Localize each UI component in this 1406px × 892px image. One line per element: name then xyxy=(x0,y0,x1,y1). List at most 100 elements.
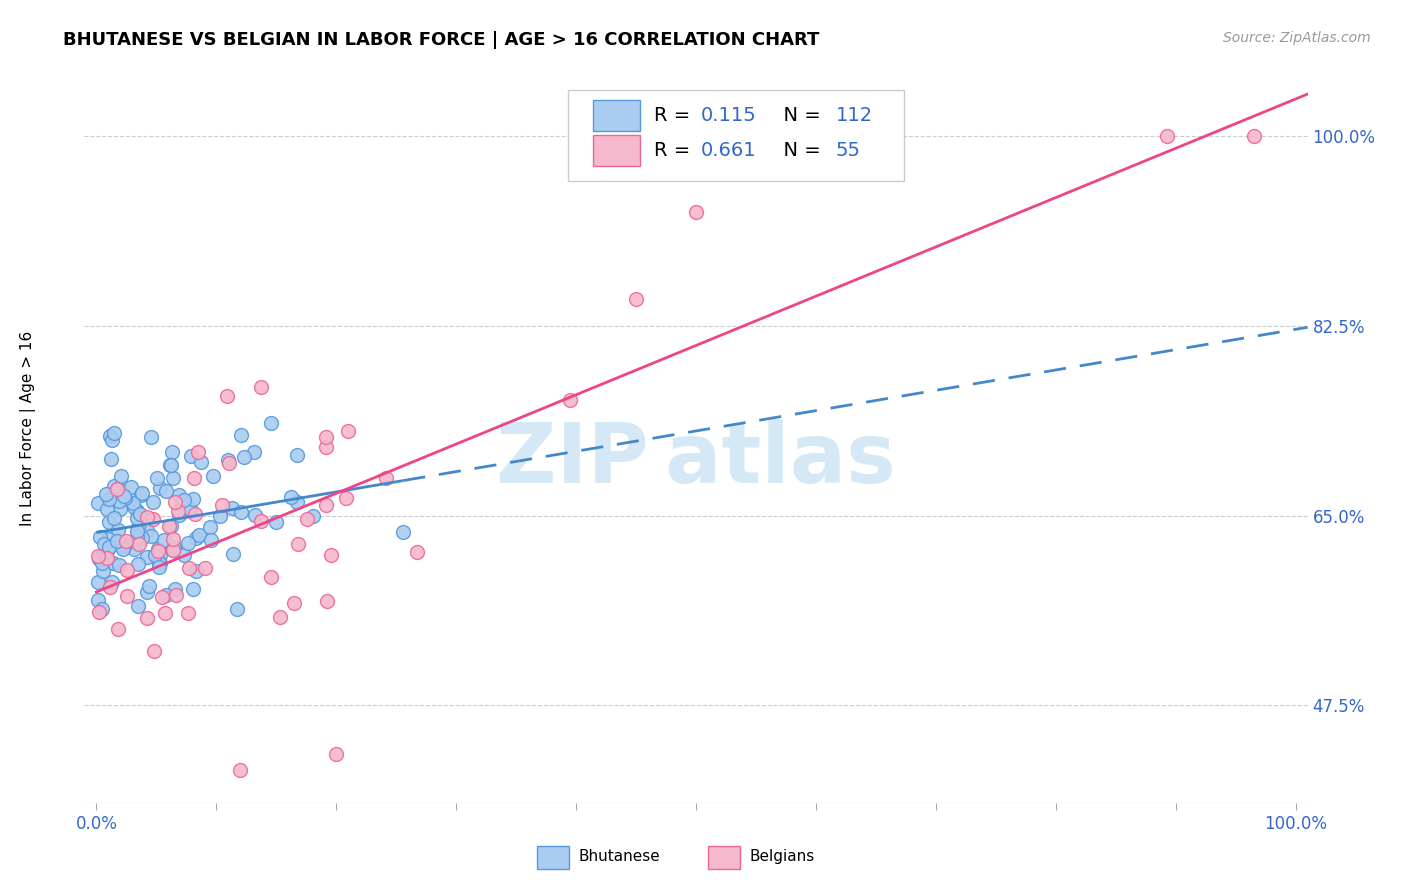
Point xyxy=(100,575,122,590)
Point xyxy=(127,599,149,613)
Point xyxy=(100,580,122,594)
Point xyxy=(155,588,177,602)
Point xyxy=(120,479,142,493)
Point xyxy=(179,501,201,516)
Point xyxy=(231,428,253,442)
Point xyxy=(98,540,121,554)
Point xyxy=(125,504,148,518)
Point xyxy=(325,747,347,761)
Point xyxy=(287,537,309,551)
Point xyxy=(180,449,202,463)
Point xyxy=(183,471,205,485)
Point xyxy=(103,425,125,440)
Point xyxy=(337,424,360,438)
FancyBboxPatch shape xyxy=(537,846,569,870)
Point xyxy=(280,490,302,504)
Point xyxy=(145,471,167,485)
Point xyxy=(103,479,125,493)
Point xyxy=(146,541,169,556)
Point xyxy=(211,498,233,512)
Point xyxy=(181,492,204,507)
Point xyxy=(97,542,120,557)
Point xyxy=(108,482,131,496)
Point xyxy=(127,524,149,538)
Point xyxy=(260,417,283,431)
Point xyxy=(173,493,195,508)
Point xyxy=(243,445,266,459)
Point xyxy=(87,552,110,566)
Point xyxy=(302,509,325,524)
Point xyxy=(87,496,110,510)
Point xyxy=(107,623,129,637)
Point xyxy=(229,764,252,778)
Point xyxy=(160,519,183,533)
Point xyxy=(149,548,172,562)
Point xyxy=(183,508,205,522)
Point xyxy=(162,543,184,558)
Point xyxy=(98,429,121,443)
Point xyxy=(100,433,122,447)
Point xyxy=(122,542,145,557)
Point xyxy=(319,548,342,562)
Point xyxy=(96,501,118,516)
Point xyxy=(135,550,157,565)
Point xyxy=(167,504,190,518)
Point xyxy=(142,643,165,657)
Point xyxy=(96,550,118,565)
Point xyxy=(163,582,186,596)
Point xyxy=(86,592,108,607)
Point xyxy=(91,564,114,578)
Point xyxy=(162,533,184,547)
Point xyxy=(131,486,153,500)
Point xyxy=(89,605,111,619)
Point xyxy=(260,570,283,584)
Point xyxy=(136,585,159,599)
Point xyxy=(139,430,162,444)
Point xyxy=(127,519,149,533)
Point xyxy=(194,560,217,574)
Point xyxy=(208,508,231,523)
Point xyxy=(190,455,212,469)
Point xyxy=(145,548,167,562)
Point xyxy=(155,483,177,498)
Text: 112: 112 xyxy=(835,106,873,125)
Point xyxy=(217,453,239,467)
Point xyxy=(129,488,152,502)
Point xyxy=(135,611,157,625)
Point xyxy=(138,579,160,593)
Point xyxy=(127,530,149,544)
Point xyxy=(110,469,132,483)
Point xyxy=(115,533,138,548)
Text: Belgians: Belgians xyxy=(749,849,815,864)
Point xyxy=(295,512,318,526)
Point xyxy=(93,537,115,551)
Point xyxy=(162,543,184,558)
Point xyxy=(148,560,170,574)
Point xyxy=(283,596,305,610)
Point xyxy=(115,563,138,577)
Point xyxy=(87,575,110,590)
Point xyxy=(231,505,253,519)
Point xyxy=(176,536,198,550)
Point xyxy=(97,491,120,506)
Point xyxy=(315,440,337,454)
Point xyxy=(374,471,396,485)
Point xyxy=(250,380,273,394)
FancyBboxPatch shape xyxy=(593,100,640,130)
Point xyxy=(250,514,273,528)
Point xyxy=(97,532,120,546)
Point xyxy=(128,537,150,551)
Point xyxy=(103,556,125,570)
Point xyxy=(105,534,128,549)
Point xyxy=(153,533,176,547)
Point xyxy=(187,444,209,458)
Point xyxy=(108,501,131,516)
Point xyxy=(245,508,267,522)
Point xyxy=(315,430,337,444)
Point xyxy=(179,560,201,574)
Point xyxy=(1243,129,1265,144)
Text: R =: R = xyxy=(654,141,697,160)
Point xyxy=(167,508,190,522)
Point xyxy=(91,549,114,563)
Point xyxy=(157,519,180,533)
